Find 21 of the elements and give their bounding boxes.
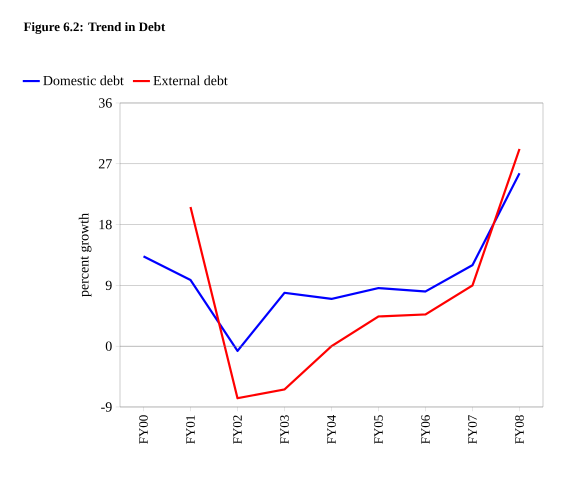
legend-label: External debt <box>153 75 228 86</box>
y-tick-label: 18 <box>100 220 112 230</box>
y-tick-label: 27 <box>98 159 112 168</box>
line-series <box>189 148 521 400</box>
x-tick-label: FY07 <box>468 415 477 444</box>
x-tick-label: FY06 <box>421 415 430 444</box>
y-tick-label: 0 <box>106 341 112 351</box>
y-tick-label: -9 <box>101 402 112 412</box>
x-tick-label: FY03 <box>280 415 289 444</box>
x-tick-label: FY04 <box>327 414 336 444</box>
x-tick-label: FY05 <box>374 415 383 444</box>
y-tick-label: 9 <box>106 280 112 290</box>
x-tick-label: FY00 <box>139 415 148 444</box>
y-axis-title: percent growth <box>78 213 92 297</box>
legend-label: Domestic debt <box>43 75 124 86</box>
y-tick-label: 36 <box>98 98 112 108</box>
x-tick-label: FY02 <box>233 415 242 444</box>
x-tick-label: FY01 <box>186 416 195 444</box>
chart-title: Figure 6.2: Trend in Debt <box>24 22 166 34</box>
x-tick-label: FY08 <box>515 415 524 444</box>
line-series <box>142 172 521 352</box>
